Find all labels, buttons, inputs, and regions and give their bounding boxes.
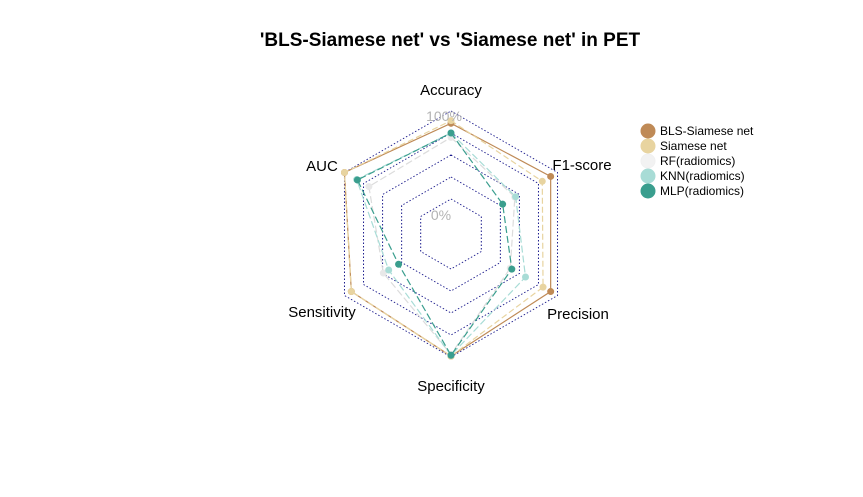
tick-label: 0% <box>431 207 451 223</box>
series-1 <box>340 117 547 360</box>
legend-swatch <box>640 153 656 169</box>
legend-swatch <box>640 183 656 199</box>
legend-label: BLS-Siamese net <box>660 124 754 138</box>
tick-labels: 0% 100% <box>426 108 462 223</box>
series-point <box>539 283 547 291</box>
legend-label: Siamese net <box>660 139 727 153</box>
series-point <box>508 265 516 273</box>
radar-series <box>340 117 555 360</box>
chart-title: 'BLS-Siamese net' vs 'Siamese net' in PE… <box>260 30 641 51</box>
grid-ring <box>363 132 539 336</box>
series-3 <box>353 129 530 359</box>
legend-label: MLP(radiomics) <box>660 184 744 198</box>
grid-ring <box>401 176 501 292</box>
legend-swatch <box>640 123 656 139</box>
series-line <box>356 132 513 357</box>
series-4 <box>353 129 516 359</box>
tick-label: 100% <box>426 108 462 124</box>
series-point <box>447 117 455 125</box>
axis-label: F1-score <box>552 157 611 174</box>
series-point <box>353 176 361 184</box>
axis-label: AUC <box>306 158 338 175</box>
series-2 <box>365 133 519 358</box>
axis-label: Precision <box>547 306 609 323</box>
series-point <box>447 351 455 359</box>
series-point <box>395 260 403 268</box>
grid-ring <box>420 198 482 270</box>
legend-swatch <box>640 168 656 184</box>
series-point <box>547 288 555 296</box>
legend-label: RF(radiomics) <box>660 154 735 168</box>
series-point <box>447 129 455 137</box>
legend-label: KNN(radiomics) <box>660 169 745 183</box>
series-point <box>379 269 387 277</box>
axis-label: Sensitivity <box>288 304 356 321</box>
legend-swatch <box>640 138 656 154</box>
axis-label: Accuracy <box>420 82 482 99</box>
series-point <box>522 273 530 281</box>
series-point <box>547 172 555 180</box>
series-point <box>347 288 355 296</box>
series-point <box>365 183 373 191</box>
series-point <box>385 266 393 274</box>
series-line <box>343 122 552 357</box>
series-point <box>340 169 348 176</box>
series-point <box>512 193 520 201</box>
series-point <box>538 177 546 185</box>
series-point <box>499 200 507 208</box>
axis-label: Specificity <box>417 378 485 395</box>
axis-labels: Accuracy F1-score Precision Specificity Sens… <box>288 82 611 395</box>
